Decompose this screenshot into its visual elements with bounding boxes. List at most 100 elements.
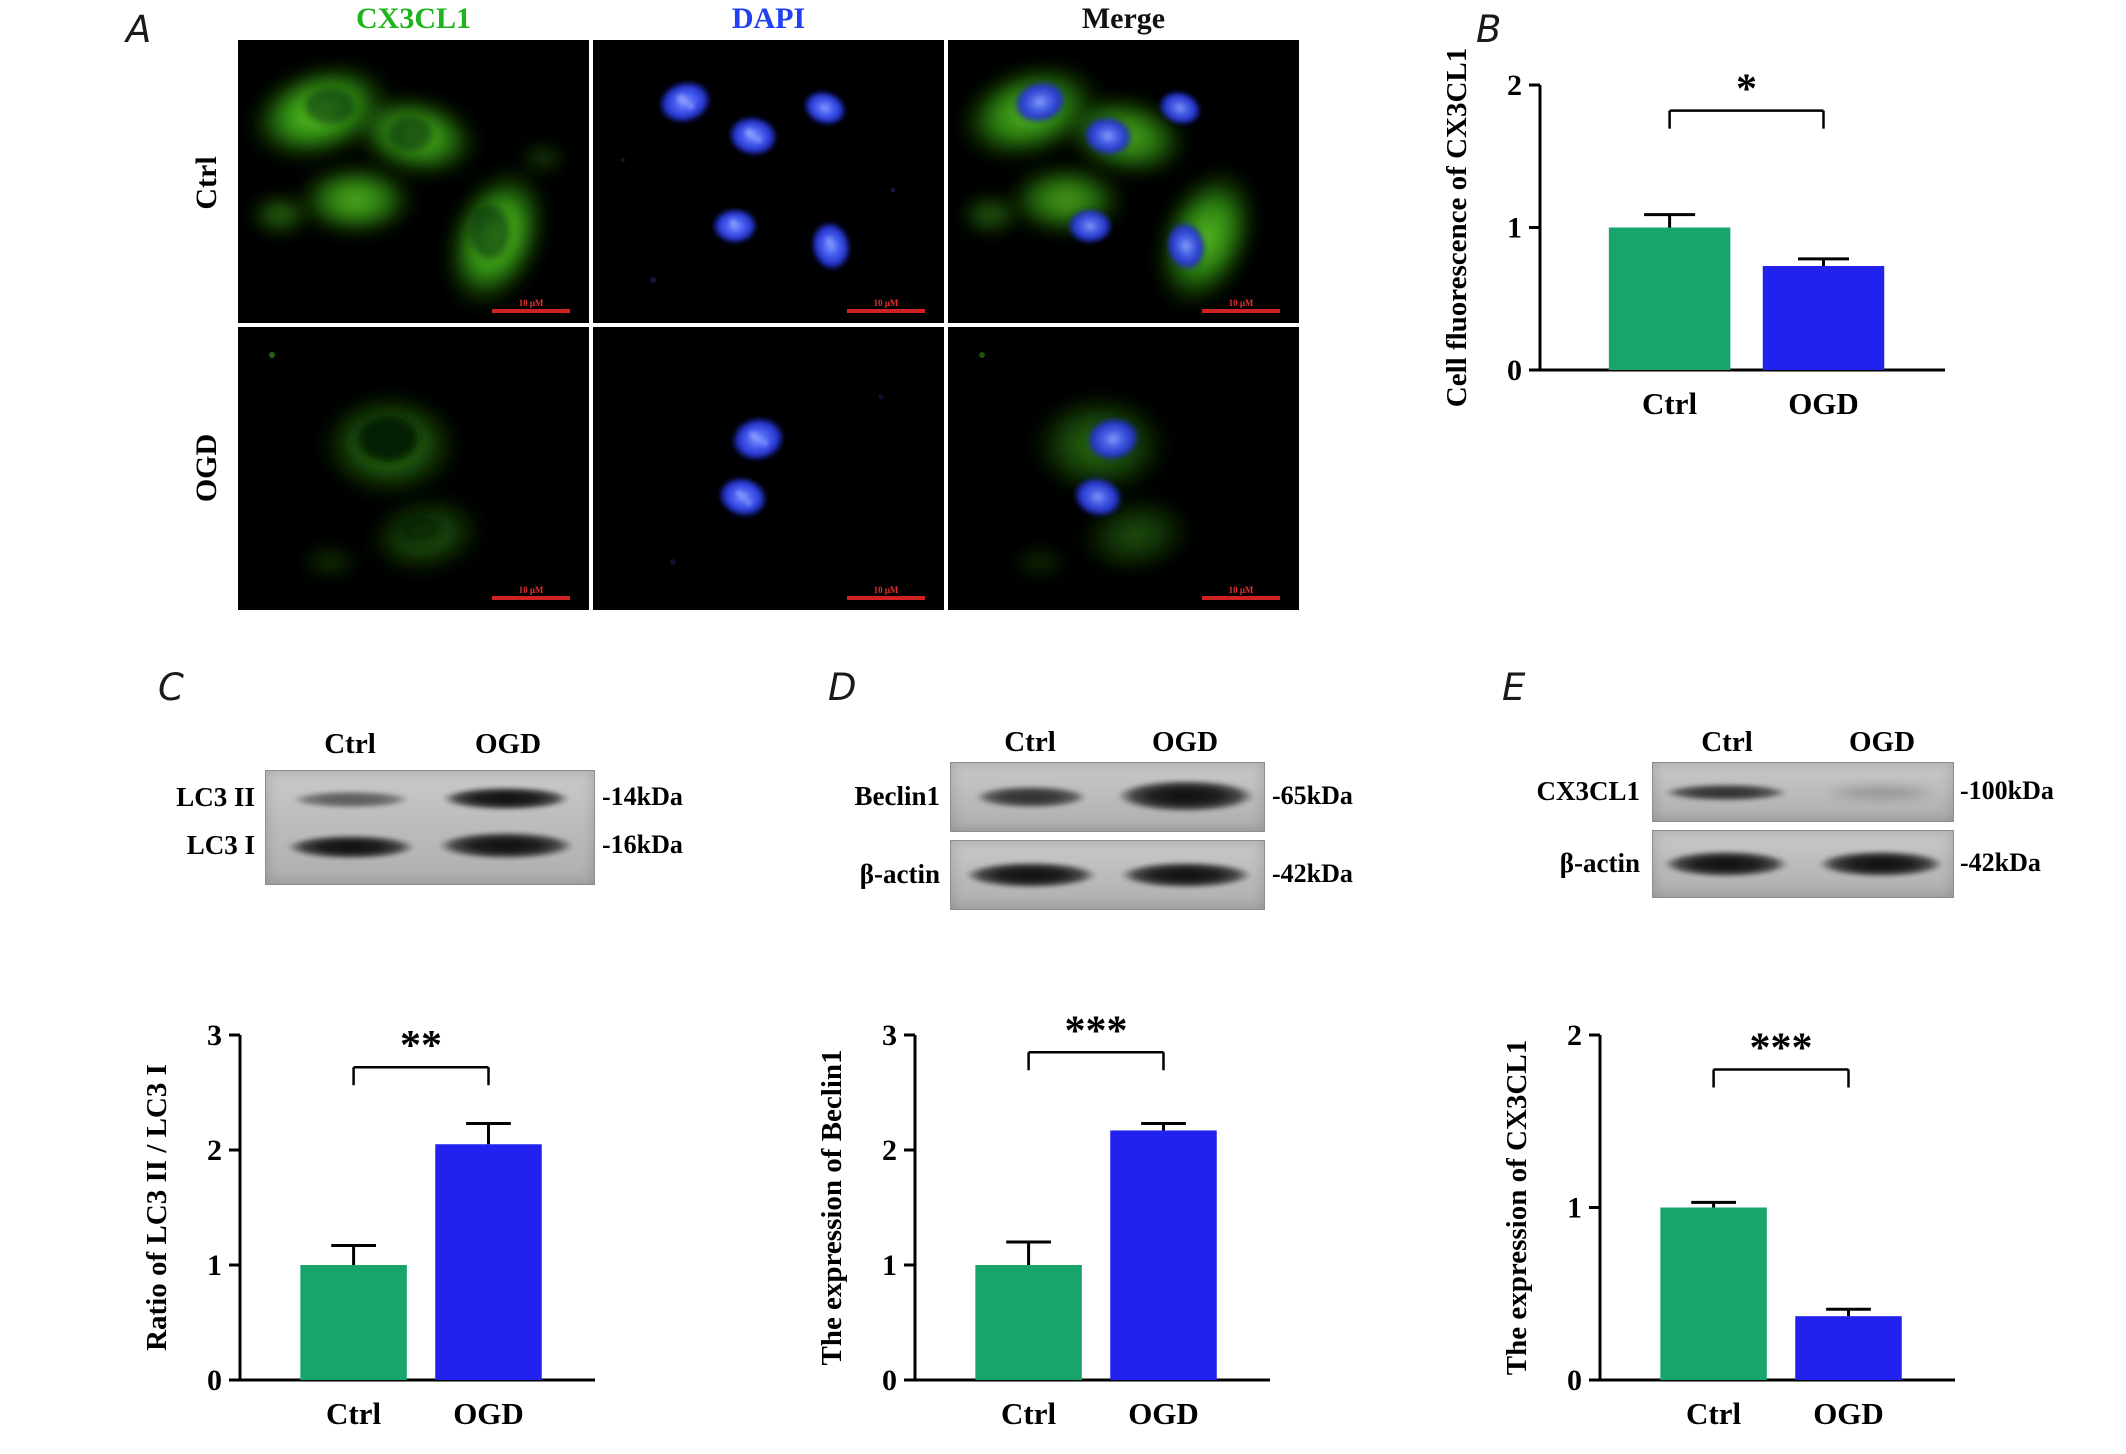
scale-bar-label: 10 μM bbox=[873, 585, 899, 595]
svg-text:OGD: OGD bbox=[453, 1396, 524, 1431]
svg-text:The expression of Beclin1: The expression of Beclin1 bbox=[816, 1049, 848, 1365]
scale-bar-line bbox=[492, 596, 570, 600]
scale-bar-label: 10 μM bbox=[1228, 585, 1254, 595]
svg-text:1: 1 bbox=[1507, 212, 1522, 245]
column-header-cx3cl1: CX3CL1 bbox=[355, 2, 471, 35]
scale-bar-line bbox=[847, 309, 925, 313]
blot-band bbox=[975, 786, 1087, 808]
svg-text:Ctrl: Ctrl bbox=[1686, 1396, 1741, 1431]
svg-text:0: 0 bbox=[1507, 354, 1522, 387]
blot-band bbox=[1826, 785, 1936, 800]
svg-text:*: * bbox=[1736, 67, 1757, 113]
scale-bar: 10 μM bbox=[489, 585, 573, 600]
svg-text:1: 1 bbox=[207, 1249, 222, 1282]
blot-protein-label-beta-actin: β-actin bbox=[859, 859, 940, 889]
blot-band bbox=[287, 835, 415, 859]
blot-band bbox=[292, 791, 410, 808]
blot-lane-header-ctrl: Ctrl bbox=[1004, 726, 1056, 758]
blot-lane-header-ctrl: Ctrl bbox=[324, 728, 376, 760]
blot-lane-header-ogd: OGD bbox=[1151, 726, 1219, 758]
svg-text:2: 2 bbox=[1567, 1019, 1582, 1052]
scale-bar-label: 10 μM bbox=[1228, 298, 1254, 308]
panel-e-label: E bbox=[1502, 666, 1526, 709]
blot-protein-label-beta-actin: β-actin bbox=[1559, 848, 1640, 878]
svg-text:OGD: OGD bbox=[1788, 386, 1859, 421]
svg-text:OGD: OGD bbox=[1813, 1396, 1884, 1431]
scale-bar-label: 10 μM bbox=[518, 585, 544, 595]
western-blot-cx3cl1 bbox=[1652, 762, 1954, 822]
panel-b-label: B bbox=[1476, 8, 1502, 51]
column-header-merge: Merge bbox=[1081, 2, 1166, 35]
blot-band bbox=[1117, 780, 1255, 812]
panel-c-label: C bbox=[158, 666, 184, 709]
svg-text:Ctrl: Ctrl bbox=[1642, 386, 1697, 421]
blot-size-label-100kda: -100kDa bbox=[1960, 776, 2054, 805]
svg-text:Ratio of LC3 II / LC3 I: Ratio of LC3 II / LC3 I bbox=[141, 1064, 173, 1351]
scale-bar-label: 10 μM bbox=[518, 298, 544, 308]
scale-bar-line bbox=[1202, 596, 1280, 600]
svg-text:OGD: OGD bbox=[1128, 1396, 1199, 1431]
blot-lane-header-ctrl: Ctrl bbox=[1701, 726, 1753, 758]
svg-text:0: 0 bbox=[207, 1364, 222, 1397]
scale-bar: 10 μM bbox=[1199, 298, 1283, 313]
svg-text:**: ** bbox=[400, 1023, 442, 1069]
svg-text:0: 0 bbox=[882, 1364, 897, 1397]
svg-text:Ctrl: Ctrl bbox=[1001, 1396, 1056, 1431]
western-blot-lc3 bbox=[265, 770, 595, 885]
blot-band bbox=[1663, 851, 1789, 877]
svg-text:2: 2 bbox=[207, 1134, 222, 1167]
blot-band bbox=[965, 862, 1097, 888]
western-blot-beta-actin bbox=[1652, 830, 1954, 898]
micrograph-ctrl-dapi: 10 μM bbox=[593, 40, 944, 323]
blot-band bbox=[442, 787, 570, 810]
blot-size-label-16kda: -16kDa bbox=[602, 830, 683, 859]
western-blot-beta-actin bbox=[950, 840, 1265, 910]
svg-text:The expression of CX3CL1: The expression of CX3CL1 bbox=[1501, 1040, 1533, 1375]
scale-bar-line bbox=[1202, 309, 1280, 313]
chart-cell-fluorescence-cx3cl1: 0 1 2 Ctrl OGD * Cell fluorescence of CX3CL1 bbox=[1440, 40, 2000, 440]
blot-size-label-65kda: -65kDa bbox=[1272, 781, 1353, 810]
western-blot-beclin1 bbox=[950, 762, 1265, 832]
micrograph-ogd-dapi: 10 μM bbox=[593, 327, 944, 610]
chart-lc3-ratio: 0 1 2 3 Ctrl OGD ** Ratio of LC3 II / LC3 I bbox=[140, 990, 650, 1450]
blot-lane-header-ogd: OGD bbox=[1848, 726, 1916, 758]
scale-bar-line bbox=[847, 596, 925, 600]
chart-beclin1-expression: 0 1 2 3 Ctrl OGD *** The expression of Beclin1 bbox=[815, 990, 1325, 1450]
svg-text:Cell fluorescence of CX3CL1: Cell fluorescence of CX3CL1 bbox=[1441, 48, 1473, 407]
scale-bar-label: 10 μM bbox=[873, 298, 899, 308]
blot-band bbox=[1664, 784, 1788, 801]
svg-text:3: 3 bbox=[882, 1019, 897, 1052]
svg-text:1: 1 bbox=[1567, 1192, 1582, 1225]
chart-cx3cl1-expression: 0 1 2 Ctrl OGD *** The expression of CX3CL1 bbox=[1500, 990, 2010, 1450]
blot-size-label-14kda: -14kDa bbox=[602, 782, 683, 811]
svg-text:1: 1 bbox=[882, 1249, 897, 1282]
blot-protein-label-beclin1: Beclin1 bbox=[854, 781, 941, 811]
scale-bar: 10 μM bbox=[844, 585, 928, 600]
micrograph-ctrl-cx3cl1: 10 μM bbox=[238, 40, 589, 323]
micrograph-ctrl-merge: 10 μM bbox=[948, 40, 1299, 323]
blot-size-label-42kda: -42kDa bbox=[1272, 859, 1353, 888]
svg-text:Ctrl: Ctrl bbox=[326, 1396, 381, 1431]
blot-protein-label-cx3cl1: CX3CL1 bbox=[1536, 776, 1640, 806]
svg-text:2: 2 bbox=[1507, 69, 1522, 102]
micrograph-ogd-merge: 10 μM bbox=[948, 327, 1299, 610]
svg-text:3: 3 bbox=[207, 1019, 222, 1052]
svg-text:***: *** bbox=[1750, 1026, 1813, 1072]
scale-bar-line bbox=[492, 309, 570, 313]
row-label-ogd: OGD bbox=[190, 433, 223, 503]
scale-bar: 10 μM bbox=[844, 298, 928, 313]
blot-size-label-42kda: -42kDa bbox=[1960, 848, 2041, 877]
micrograph-grid: 10 μM bbox=[238, 40, 1299, 610]
row-label-ctrl: Ctrl bbox=[190, 156, 223, 210]
scale-bar: 10 μM bbox=[489, 298, 573, 313]
blot-band bbox=[1120, 862, 1252, 888]
column-header-dapi: DAPI bbox=[731, 2, 806, 35]
svg-text:2: 2 bbox=[882, 1134, 897, 1167]
blot-protein-label-lc3ii: LC3 II bbox=[176, 782, 255, 812]
blot-band bbox=[1818, 851, 1944, 877]
svg-text:0: 0 bbox=[1567, 1364, 1582, 1397]
scale-bar: 10 μM bbox=[1199, 585, 1283, 600]
svg-text:***: *** bbox=[1065, 1008, 1128, 1054]
blot-lane-header-ogd: OGD bbox=[474, 728, 542, 760]
panel-d-label: D bbox=[828, 666, 857, 709]
